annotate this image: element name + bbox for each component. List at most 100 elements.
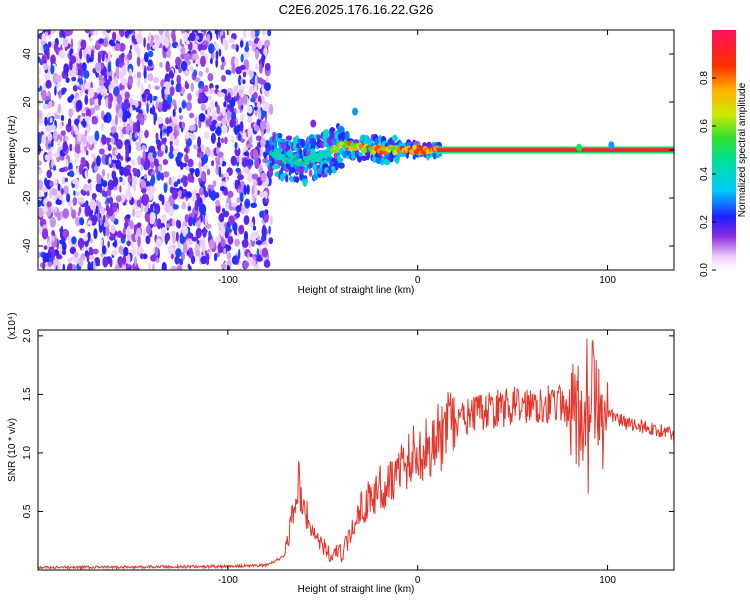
noise-dot: [51, 188, 58, 196]
noise-dot: [185, 144, 189, 155]
noise-dot: [142, 253, 148, 260]
noise-dot: [136, 47, 141, 57]
noise-dot: [94, 99, 98, 105]
noise-dot: [79, 67, 84, 77]
noise-dot: [62, 141, 68, 153]
noise-dot: [184, 82, 190, 90]
noise-dot: [62, 229, 70, 238]
noise-dot: [180, 46, 186, 55]
noise-dot: [161, 214, 167, 224]
noise-dot: [260, 172, 267, 183]
noise-dot: [67, 257, 73, 264]
noise-dot: [243, 166, 249, 174]
noise-dot: [187, 205, 192, 212]
ridge-halo: [299, 166, 304, 175]
noise-dot: [176, 74, 181, 85]
noise-dot: [50, 54, 56, 65]
noise-dot: [54, 114, 61, 120]
noise-dot: [114, 264, 119, 270]
heatmap-panel: -100 0 100 -40 -20 0 20 40 Height of straight l…: [7, 29, 675, 296]
noise-dot: [154, 85, 160, 90]
noise-dot: [266, 77, 269, 83]
noise-dot: [46, 201, 52, 208]
y-tick-label: 40: [22, 48, 33, 60]
noise-dot: [102, 180, 108, 188]
noise-dot: [258, 77, 263, 85]
y-tick-label: -40: [22, 238, 33, 253]
noise-dot: [238, 74, 242, 86]
noise-dot: [80, 39, 87, 50]
noise-dot: [216, 141, 222, 149]
noise-dot: [141, 144, 146, 151]
noise-dot: [87, 135, 95, 145]
noise-dot: [152, 150, 157, 159]
noise-dot: [119, 185, 122, 193]
noise-dot: [136, 199, 142, 208]
noise-dot: [42, 261, 45, 270]
noise-dot: [127, 175, 132, 184]
ridge-halo: [287, 141, 293, 147]
noise-dot: [263, 152, 267, 159]
noise-dot: [216, 105, 221, 115]
x-tick-label: 100: [599, 275, 616, 286]
noise-dot: [187, 158, 194, 168]
noise-dot: [250, 202, 257, 208]
noise-dot: [74, 158, 78, 165]
noise-dot: [201, 86, 209, 93]
noise-dot: [136, 71, 141, 80]
noise-dot: [61, 249, 67, 255]
noise-dot: [261, 247, 269, 258]
noise-dot: [44, 31, 48, 36]
noise-dot: [49, 216, 56, 228]
noise-dot: [114, 239, 117, 248]
noise-dot: [165, 60, 170, 73]
noise-dot: [196, 220, 201, 228]
colorbar-axis: 0.0 0.2 0.4 0.6 0.8: [699, 71, 716, 277]
noise-dot: [75, 99, 83, 112]
ridge-halo: [303, 166, 309, 172]
noise-dot: [98, 74, 103, 81]
noise-dot: [171, 41, 179, 49]
noise-dot: [138, 30, 142, 33]
noise-dot: [166, 48, 172, 59]
noise-dot: [243, 151, 250, 156]
noise-dot: [220, 263, 226, 269]
noise-dot: [87, 123, 90, 135]
noise-dot: [206, 223, 212, 229]
noise-dot: [176, 152, 182, 162]
noise-dot: [43, 245, 48, 250]
noise-dot: [106, 30, 111, 33]
noise-dot: [62, 263, 66, 270]
ridge-halo: [358, 152, 364, 157]
noise-dot: [126, 240, 131, 247]
noise-dot: [189, 168, 195, 174]
noise-dot: [143, 69, 147, 79]
noise-dot: [68, 162, 73, 172]
noise-dot: [129, 220, 134, 230]
noise-dot: [253, 85, 257, 93]
noise-dot: [116, 139, 123, 150]
noise-dot: [156, 116, 164, 125]
noise-dot: [137, 235, 141, 248]
spectral-blob: [576, 143, 583, 152]
noise-dot: [79, 228, 86, 234]
noise-dot: [107, 61, 112, 73]
ridge-halo: [345, 150, 352, 156]
ridge-halo: [273, 139, 278, 149]
noise-dot: [125, 266, 132, 270]
noise-dot: [183, 32, 188, 42]
noise-dot: [154, 245, 159, 257]
noise-dot: [50, 124, 56, 131]
noise-dot: [227, 236, 234, 245]
noise-dot: [48, 100, 53, 108]
noise-dot: [109, 257, 113, 268]
noise-dot: [107, 189, 112, 196]
noise-dot: [107, 144, 112, 152]
noise-dot: [152, 201, 156, 207]
noise-dot: [182, 241, 188, 254]
noise-dot: [109, 41, 116, 47]
noise-dot: [137, 77, 141, 88]
noise-dot: [189, 112, 195, 119]
noise-dot: [47, 261, 53, 267]
noise-dot: [180, 60, 188, 72]
